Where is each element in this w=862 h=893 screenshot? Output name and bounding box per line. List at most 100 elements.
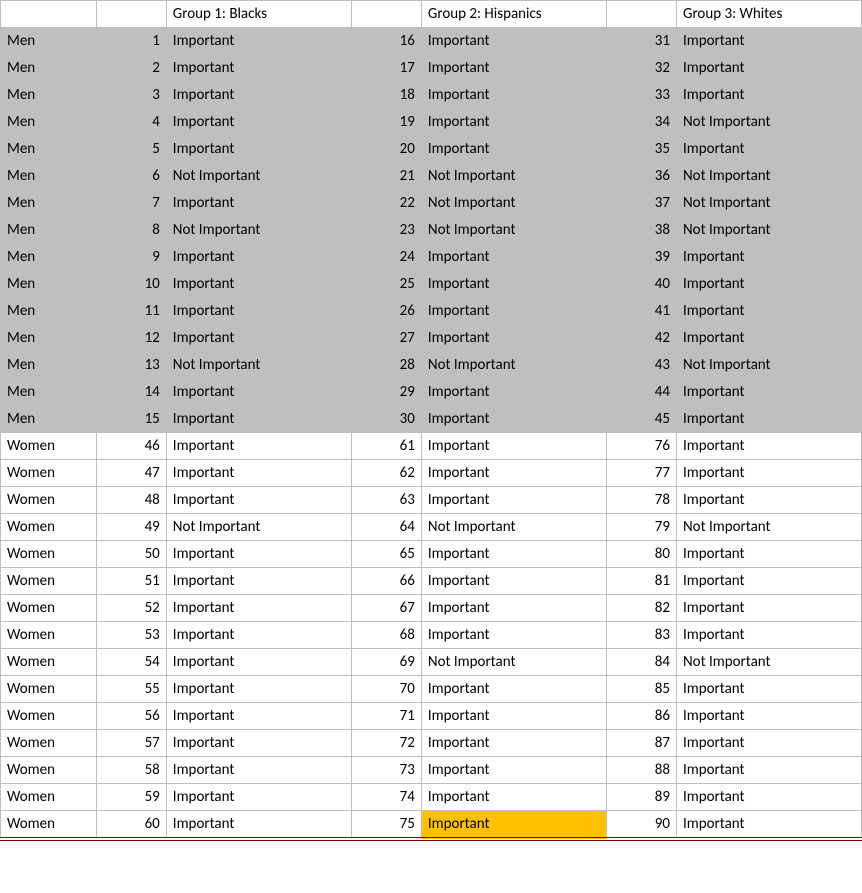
cell-val-2: Important <box>421 136 606 163</box>
table-row: Men8Not Important23Not Important38Not Im… <box>1 217 862 244</box>
table-row: Men2Important17Important32Important <box>1 55 862 82</box>
cell-num-1: 14 <box>96 379 166 406</box>
cell-num-2: 67 <box>351 595 421 622</box>
cell-num-1: 56 <box>96 703 166 730</box>
header-group-3: Group 3: Whites <box>676 1 861 28</box>
cell-num-2: 66 <box>351 568 421 595</box>
cell-val-3: Important <box>676 136 861 163</box>
cell-val-2: Important <box>421 298 606 325</box>
cell-val-1: Important <box>166 595 351 622</box>
cell-gender: Women <box>1 541 97 568</box>
cell-gender: Men <box>1 244 97 271</box>
cell-val-2: Not Important <box>421 217 606 244</box>
cell-val-3: Important <box>676 676 861 703</box>
cell-val-2: Important <box>421 487 606 514</box>
table-row: Men4Important19Important34Not Important <box>1 109 862 136</box>
cell-val-2: Not Important <box>421 649 606 676</box>
cell-val-3: Not Important <box>676 352 861 379</box>
cell-gender: Men <box>1 82 97 109</box>
cell-num-1: 4 <box>96 109 166 136</box>
cell-val-2: Not Important <box>421 514 606 541</box>
cell-val-3: Important <box>676 406 861 433</box>
cell-val-2: Important <box>421 811 606 840</box>
cell-val-1: Important <box>166 136 351 163</box>
cell-val-3: Important <box>676 811 861 840</box>
table-row: Men7Important22Not Important37Not Import… <box>1 190 862 217</box>
cell-num-1: 15 <box>96 406 166 433</box>
cell-gender: Men <box>1 325 97 352</box>
cell-val-3: Important <box>676 28 861 55</box>
cell-val-3: Important <box>676 622 861 649</box>
cell-num-3: 41 <box>606 298 676 325</box>
cell-num-3: 87 <box>606 730 676 757</box>
cell-val-3: Important <box>676 298 861 325</box>
cell-val-3: Important <box>676 244 861 271</box>
cell-num-1: 5 <box>96 136 166 163</box>
cell-val-2: Important <box>421 784 606 811</box>
cell-num-3: 89 <box>606 784 676 811</box>
cell-val-1: Not Important <box>166 514 351 541</box>
cell-gender: Women <box>1 433 97 460</box>
cell-num-1: 57 <box>96 730 166 757</box>
footer-rule <box>1 839 862 843</box>
cell-num-1: 54 <box>96 649 166 676</box>
cell-val-1: Important <box>166 271 351 298</box>
cell-num-1: 47 <box>96 460 166 487</box>
table-row: Men6Not Important21Not Important36Not Im… <box>1 163 862 190</box>
cell-gender: Men <box>1 379 97 406</box>
cell-num-1: 60 <box>96 811 166 840</box>
cell-val-2: Important <box>421 622 606 649</box>
cell-num-1: 50 <box>96 541 166 568</box>
table-row: Men14Important29Important44Important <box>1 379 862 406</box>
cell-val-1: Important <box>166 325 351 352</box>
cell-num-1: 48 <box>96 487 166 514</box>
cell-gender: Women <box>1 595 97 622</box>
cell-num-1: 46 <box>96 433 166 460</box>
cell-gender: Men <box>1 55 97 82</box>
cell-num-1: 51 <box>96 568 166 595</box>
cell-num-1: 10 <box>96 271 166 298</box>
cell-val-2: Important <box>421 271 606 298</box>
header-group-1: Group 1: Blacks <box>166 1 351 28</box>
cell-val-2: Important <box>421 379 606 406</box>
cell-gender: Men <box>1 163 97 190</box>
cell-gender: Women <box>1 784 97 811</box>
cell-num-2: 68 <box>351 622 421 649</box>
cell-val-1: Important <box>166 676 351 703</box>
cell-num-2: 18 <box>351 82 421 109</box>
cell-val-3: Important <box>676 55 861 82</box>
table-row: Men11Important26Important41Important <box>1 298 862 325</box>
cell-val-2: Important <box>421 541 606 568</box>
cell-val-3: Not Important <box>676 649 861 676</box>
cell-val-3: Not Important <box>676 217 861 244</box>
cell-num-3: 44 <box>606 379 676 406</box>
cell-num-2: 26 <box>351 298 421 325</box>
cell-val-1: Important <box>166 244 351 271</box>
cell-num-3: 31 <box>606 28 676 55</box>
cell-val-1: Important <box>166 784 351 811</box>
cell-val-3: Important <box>676 784 861 811</box>
cell-val-3: Important <box>676 568 861 595</box>
cell-num-2: 75 <box>351 811 421 840</box>
cell-val-3: Not Important <box>676 514 861 541</box>
table-row: Women48Important63Important78Important <box>1 487 862 514</box>
cell-num-1: 13 <box>96 352 166 379</box>
table-row: Men15Important30Important45Important <box>1 406 862 433</box>
cell-val-2: Not Important <box>421 352 606 379</box>
cell-num-2: 27 <box>351 325 421 352</box>
cell-val-3: Important <box>676 487 861 514</box>
cell-gender: Men <box>1 352 97 379</box>
cell-val-2: Not Important <box>421 190 606 217</box>
cell-num-1: 3 <box>96 82 166 109</box>
cell-val-1: Important <box>166 703 351 730</box>
cell-val-1: Important <box>166 541 351 568</box>
cell-val-3: Important <box>676 82 861 109</box>
table-row: Women53Important68Important83Important <box>1 622 862 649</box>
cell-num-3: 35 <box>606 136 676 163</box>
cell-val-2: Important <box>421 109 606 136</box>
cell-val-2: Important <box>421 28 606 55</box>
table-row: Men13Not Important28Not Important43Not I… <box>1 352 862 379</box>
table-row: Men10Important25Important40Important <box>1 271 862 298</box>
table-row: Women54Important69Not Important84Not Imp… <box>1 649 862 676</box>
cell-val-1: Not Important <box>166 217 351 244</box>
